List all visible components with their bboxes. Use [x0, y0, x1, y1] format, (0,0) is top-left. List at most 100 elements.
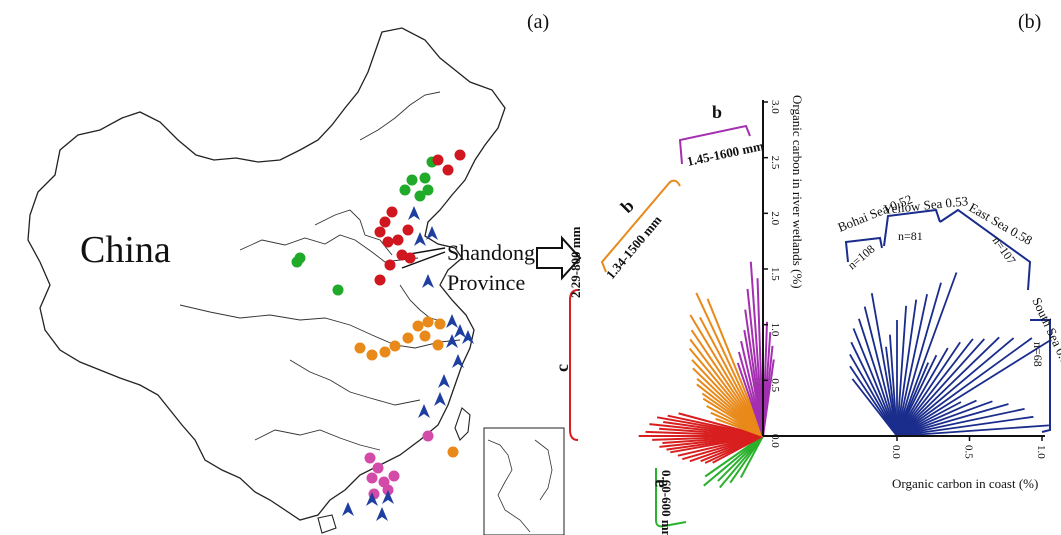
- river-ray: [729, 435, 764, 484]
- coast-ray: [896, 337, 1033, 437]
- river-ray: [749, 261, 764, 437]
- river-site-marker: [402, 332, 414, 344]
- panel-a-label: (a): [527, 11, 549, 33]
- coastal-site-marker: [342, 502, 354, 516]
- coast-group-count: n=68: [1031, 342, 1045, 367]
- x-axis-ticks: 0.0 0.5 1.0: [890, 436, 1047, 459]
- china-outline: [27, 27, 506, 521]
- river-site-marker: [379, 346, 391, 358]
- river-site-marker: [412, 320, 424, 332]
- x-axis-title: Organic carbon in coast (%): [892, 476, 1038, 491]
- y-tick-label: 0.0: [769, 434, 781, 448]
- coastal-site-marker: [446, 334, 458, 348]
- coastal-site-marker: [408, 206, 420, 220]
- river-group-letter: b: [617, 196, 638, 217]
- coast-ray: [885, 346, 898, 437]
- river-site-marker: [364, 452, 376, 464]
- callout-label-province: Province: [447, 270, 525, 295]
- river-site-marker: [372, 462, 384, 474]
- river-site-marker: [454, 149, 466, 161]
- y-tick-label: 1.5: [769, 267, 781, 281]
- coast-bracket: [844, 236, 883, 263]
- y-tick-label: 3.0: [769, 100, 781, 114]
- coast-bracket: [939, 208, 1032, 291]
- coastal-site-marker: [426, 226, 438, 240]
- river-site-marker: [399, 184, 411, 196]
- river-group-range: 1.45-1600 mm: [686, 138, 766, 169]
- coast-ray: [896, 272, 958, 437]
- group-bracket-red: [569, 289, 579, 441]
- coast-ray: [850, 341, 898, 437]
- y-axis-title: Organic carbon in river wetlands (%): [790, 95, 805, 289]
- coast-ray: [849, 353, 898, 437]
- group-bracket-green: [655, 468, 687, 528]
- china-label: China: [80, 229, 171, 271]
- coastal-site-marker: [414, 232, 426, 246]
- river-line: [314, 209, 393, 256]
- river-site-marker: [422, 316, 434, 328]
- coast-ray: [896, 415, 1034, 437]
- river-line: [254, 429, 381, 451]
- group-bracket-purple: [678, 124, 751, 165]
- river-group-range: 1.34-1500 mm: [603, 212, 665, 282]
- y-axis-ticks: 0.0 0.5 1.0 1.5 2.0 2.5 3.0: [763, 100, 781, 448]
- panel-b-label: (b): [1018, 11, 1041, 33]
- river-site-marker: [447, 446, 459, 458]
- map-panel: (a) China Shandong Province: [27, 11, 582, 535]
- y-tick-label: 0.5: [769, 378, 781, 392]
- x-tick-label: 0.5: [963, 445, 975, 459]
- river-site-marker: [432, 339, 444, 351]
- coast-ray: [852, 328, 898, 437]
- river-site-marker: [404, 252, 416, 264]
- south-sea-inset: [483, 427, 565, 535]
- river-site-marker: [386, 206, 398, 218]
- coastal-site-marker: [438, 374, 450, 388]
- river-ray: [704, 435, 764, 478]
- coast-bracket: [1030, 319, 1051, 433]
- coastal-site-marker: [452, 354, 464, 368]
- river-site-marker: [422, 430, 434, 442]
- coast-ray: [896, 299, 918, 437]
- coast-ray: [896, 400, 993, 437]
- fan-chart-panel: (b) 0.0 0.5 1.0 1.5 2.0 2.5 3.0 0.0 0.5 1.0 Orga…: [552, 11, 1061, 535]
- coastal-site-marker: [418, 404, 430, 418]
- river-site-marker: [388, 470, 400, 482]
- river-group-range: 0.60-600 mm: [659, 470, 674, 535]
- group-bracket-orange: [600, 179, 681, 273]
- coast-ray: [896, 399, 977, 437]
- coast-ray: [849, 365, 898, 437]
- river-site-marker: [419, 330, 431, 342]
- river-line: [399, 284, 446, 323]
- river-group-letter: a: [648, 479, 668, 488]
- river-site-marker: [379, 216, 391, 228]
- callout-line: [401, 251, 446, 269]
- river-ray: [689, 338, 764, 437]
- taiwan-island: [454, 407, 471, 441]
- coast-ray: [896, 338, 974, 437]
- right-arrow-icon: [536, 235, 582, 281]
- coast-ray: [896, 424, 1049, 437]
- river-rays: [638, 261, 775, 489]
- coast-ray: [851, 378, 898, 437]
- river-ray: [706, 298, 764, 437]
- coast-ray: [896, 336, 1000, 437]
- river-site-marker: [422, 184, 434, 196]
- river-ray: [712, 435, 764, 464]
- river-site-marker: [366, 349, 378, 361]
- coastal-site-marker: [462, 330, 474, 344]
- river-site-marker: [384, 259, 396, 271]
- coast-ray: [896, 347, 949, 437]
- coast-rays: [849, 272, 1052, 437]
- river-site-marker: [366, 472, 378, 484]
- river-ray: [736, 362, 764, 437]
- coast-ray: [896, 337, 1015, 437]
- river-ray: [689, 314, 764, 437]
- river-site-marker: [432, 154, 444, 166]
- coast-ray: [896, 282, 942, 437]
- river-group-letter: b: [712, 102, 722, 122]
- coast-bracket: [883, 208, 941, 247]
- river-line: [289, 359, 421, 406]
- river-site-marker: [402, 224, 414, 236]
